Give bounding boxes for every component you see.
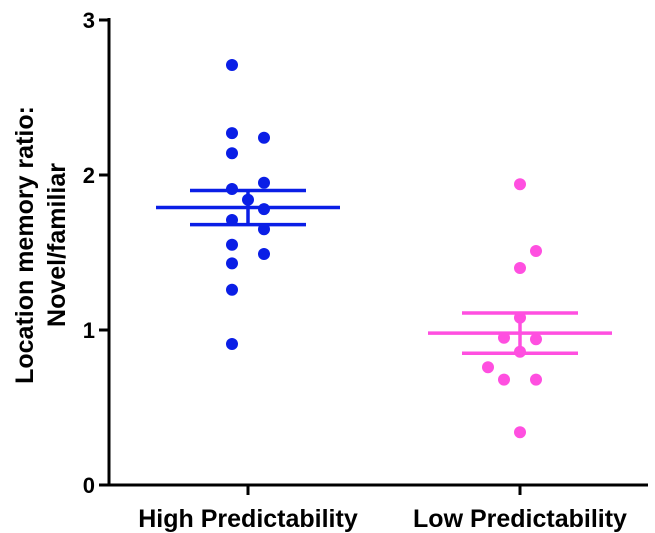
y-tick-label: 0: [83, 473, 95, 498]
data-point: [498, 373, 510, 386]
data-point: [514, 178, 526, 191]
data-point: [258, 131, 270, 144]
y-axis-title-line-1: Location memory ratio:: [11, 106, 39, 384]
marks: [156, 58, 612, 439]
data-point: [530, 333, 542, 346]
x-category-label: High Predictability: [138, 505, 358, 533]
data-point: [226, 337, 238, 350]
data-point: [258, 248, 270, 261]
data-point: [226, 58, 238, 71]
series-low-predictability: [428, 178, 612, 439]
y-tick-label: 2: [83, 163, 95, 188]
series-high-predictability: [156, 58, 340, 350]
x-category-label: Low Predictability: [413, 505, 627, 533]
data-point: [514, 426, 526, 439]
y-tick-label: 3: [83, 8, 95, 33]
data-point: [530, 373, 542, 386]
data-point: [226, 283, 238, 296]
axes: 0 1 2 3 High Predictability Low Predictabilit…: [83, 8, 648, 533]
y-axis-title-line-2: Novel/familiar: [43, 163, 71, 327]
data-point: [258, 176, 270, 189]
data-point: [226, 147, 238, 160]
y-tick-label: 1: [83, 318, 95, 343]
data-point: [226, 238, 238, 251]
data-point: [226, 127, 238, 140]
data-point: [514, 262, 526, 274]
data-point: [482, 361, 494, 374]
data-point: [530, 244, 542, 257]
data-point: [226, 257, 238, 270]
